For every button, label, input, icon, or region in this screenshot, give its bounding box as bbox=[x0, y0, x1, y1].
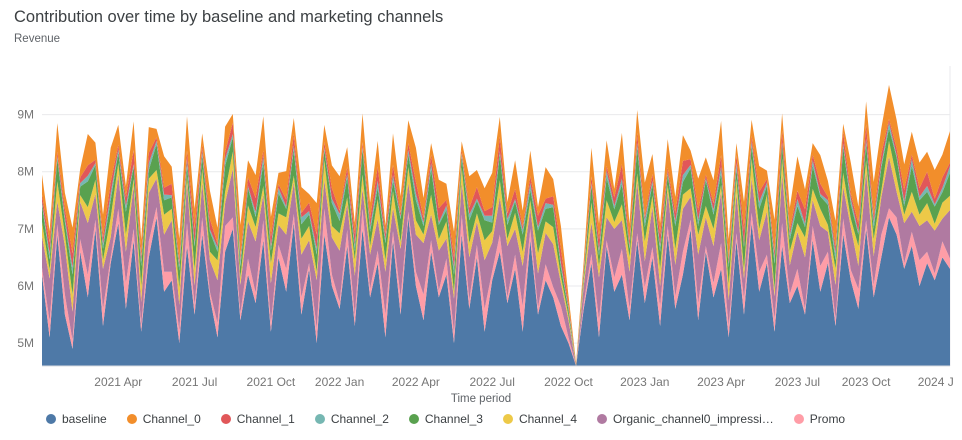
legend-label: baseline bbox=[62, 412, 107, 426]
x-tick-label: 2023 Oct bbox=[842, 375, 891, 388]
x-tick-label: 2024 Jan bbox=[918, 375, 954, 388]
legend-swatch-icon bbox=[220, 414, 231, 424]
chart-title: Contribution over time by baseline and m… bbox=[14, 8, 444, 26]
area-series-channel-0[interactable] bbox=[42, 84, 950, 367]
area-series-baseline[interactable] bbox=[42, 217, 950, 366]
legend-item-organic-channel0-impressi-[interactable]: Organic_channel0_impressi… bbox=[597, 412, 774, 426]
x-tick-label: 2023 Jan bbox=[620, 375, 669, 388]
y-tick-label: 8M bbox=[17, 165, 34, 179]
legend-swatch-icon bbox=[793, 414, 804, 424]
legend-item-channel-1[interactable]: Channel_1 bbox=[220, 412, 295, 426]
area-series-organic-channel0-impressi-[interactable] bbox=[42, 156, 950, 366]
legend-swatch-icon bbox=[408, 414, 419, 424]
x-tick-label: 2021 Apr bbox=[94, 375, 142, 388]
legend-label: Channel_4 bbox=[518, 412, 578, 426]
chart-plot-area[interactable]: 5M 6M 7M 8M 9M 2021 Apr 2021 Jul 2021 Oct 2022 J… bbox=[10, 56, 962, 389]
legend: baseline Channel_0 Channel_1 Channel_2 Chann… bbox=[46, 412, 845, 426]
y-tick-label: 7M bbox=[17, 222, 34, 236]
legend-label: Channel_1 bbox=[236, 412, 295, 426]
x-tick-label: 2022 Jul bbox=[470, 375, 515, 388]
legend-item-channel-0[interactable]: Channel_0 bbox=[126, 412, 201, 426]
legend-swatch-icon bbox=[46, 414, 56, 424]
x-tick-label: 2022 Apr bbox=[392, 375, 440, 388]
legend-item-channel-4[interactable]: Channel_4 bbox=[502, 412, 578, 426]
legend-label: Organic_channel0_impressi… bbox=[613, 412, 774, 426]
legend-swatch-icon bbox=[314, 414, 325, 424]
y-axis-title: Revenue bbox=[14, 33, 61, 45]
x-tick-label: 2022 Oct bbox=[544, 375, 593, 388]
x-tick-label: 2021 Jul bbox=[172, 375, 217, 388]
legend-label: Channel_2 bbox=[330, 412, 389, 426]
stacked-area-chart[interactable]: 5M 6M 7M 8M 9M 2021 Apr 2021 Jul 2021 Oct 2022 J… bbox=[10, 56, 962, 389]
legend-swatch-icon bbox=[597, 414, 608, 424]
legend-label: Channel_3 bbox=[424, 412, 483, 426]
legend-item-channel-3[interactable]: Channel_3 bbox=[408, 412, 483, 426]
legend-swatch-icon bbox=[502, 414, 513, 424]
y-tick-label: 5M bbox=[17, 336, 34, 350]
x-tick-label: 2022 Jan bbox=[315, 375, 364, 388]
legend-item-channel-2[interactable]: Channel_2 bbox=[314, 412, 389, 426]
x-axis-title: Time period bbox=[450, 393, 512, 405]
x-tick-label: 2023 Apr bbox=[697, 375, 745, 388]
x-tick-label: 2023 Jul bbox=[775, 375, 820, 388]
legend-label: Promo bbox=[809, 412, 846, 426]
legend-item-baseline[interactable]: baseline bbox=[46, 412, 107, 426]
y-tick-label: 9M bbox=[17, 108, 34, 122]
legend-label: Channel_0 bbox=[142, 412, 201, 426]
x-tick-label: 2021 Oct bbox=[247, 375, 296, 388]
legend-swatch-icon bbox=[126, 414, 137, 424]
legend-item-promo[interactable]: Promo bbox=[793, 412, 846, 426]
y-tick-label: 6M bbox=[17, 279, 34, 293]
